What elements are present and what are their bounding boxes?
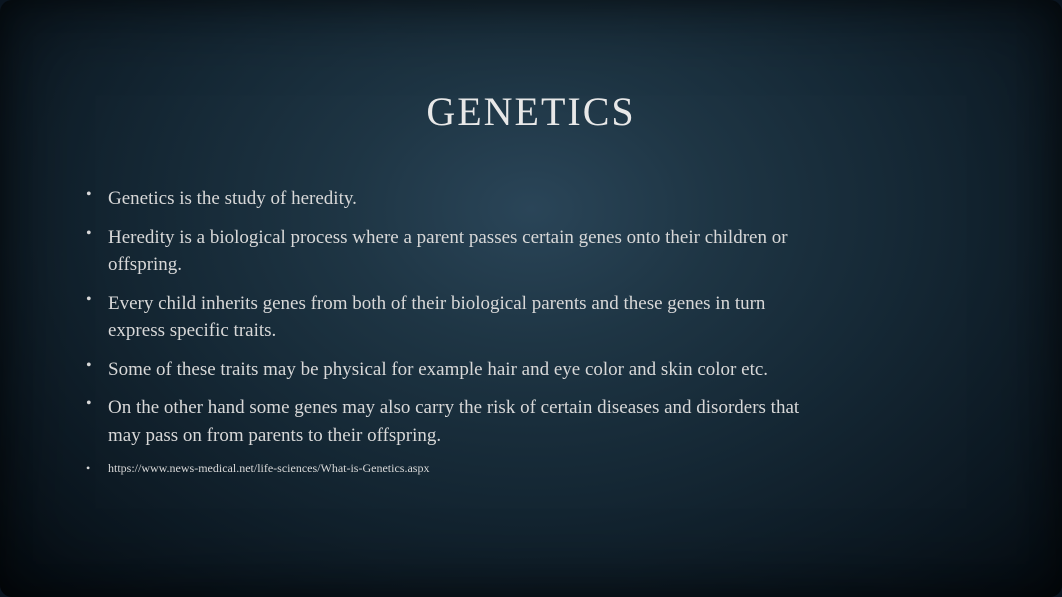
bullet-list: Genetics is the study of heredity. Hered… [80,185,982,478]
citation-item: https://www.news-medical.net/life-scienc… [80,460,800,477]
bullet-item: Genetics is the study of heredity. [80,185,800,213]
bullet-item: Heredity is a biological process where a… [80,224,800,279]
slide-content: Genetics is the study of heredity. Hered… [0,185,1062,478]
bullet-item: On the other hand some genes may also ca… [80,394,800,449]
slide-title: GENETICS [0,0,1062,185]
slide-container: GENETICS Genetics is the study of heredi… [0,0,1062,597]
bullet-item: Some of these traits may be physical for… [80,356,800,384]
bullet-item: Every child inherits genes from both of … [80,290,800,345]
